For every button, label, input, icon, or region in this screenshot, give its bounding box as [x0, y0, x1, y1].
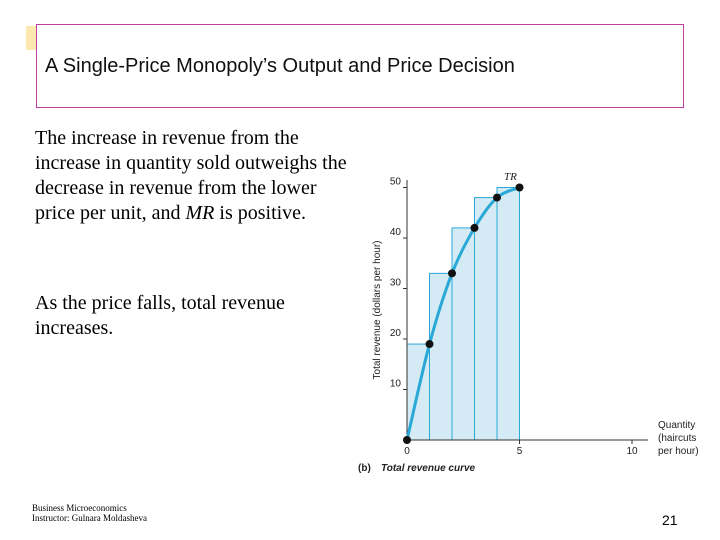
caption-tag: (b) [358, 463, 371, 474]
title-box: A Single-Price Monopoly’s Output and Pri… [36, 24, 684, 108]
revenue-box [474, 197, 498, 441]
revenue-box [429, 272, 453, 441]
x-ticks: 0 5 10 [404, 440, 638, 457]
footer: Business Microeconomics Instructor: Guln… [32, 503, 147, 523]
mr-term: MR [185, 202, 215, 224]
tr-point [493, 193, 501, 202]
x-tick-label: 10 [626, 446, 638, 457]
footer-instructor: Instructor: Gulnara Moldasheva [32, 513, 147, 523]
x-tick-label: 0 [404, 446, 410, 457]
slide-title: A Single-Price Monopoly’s Output and Pri… [45, 55, 515, 77]
tr-label: TR [504, 171, 517, 183]
y-axis-label: Total revenue (dollars per hour) [372, 241, 383, 380]
y-tick-label: 20 [390, 328, 402, 339]
x-axis-label-line3: per hour) [658, 446, 699, 457]
paragraph-price-falls: As the price falls, total revenue increa… [35, 292, 285, 339]
y-tick-label: 30 [390, 278, 402, 289]
revenue-box [496, 187, 520, 441]
paragraph-text: The increase in revenue from the increas… [35, 127, 347, 224]
tr-point [403, 436, 411, 444]
y-tick-label: 50 [390, 177, 402, 188]
caption: Total revenue curve [381, 463, 476, 474]
footer-course: Business Microeconomics [32, 503, 127, 513]
x-tick-label: 5 [517, 446, 523, 457]
tr-point [448, 269, 456, 278]
revenue-boxes [406, 187, 520, 441]
page-number: 21 [662, 512, 678, 528]
revenue-box [451, 227, 475, 441]
y-tick-label: 40 [390, 227, 402, 238]
y-ticks: 10 20 30 40 50 [390, 177, 407, 390]
paragraph-revenue-effect: The increase in revenue from the increas… [35, 126, 355, 226]
tr-points [403, 183, 524, 444]
tr-point [470, 223, 479, 232]
tr-point [425, 340, 434, 349]
tr-point [515, 183, 524, 192]
paragraph-tail: is positive. [214, 202, 307, 224]
y-tick-label: 10 [390, 379, 402, 390]
x-axis-label-line1: Quantity [658, 420, 695, 431]
x-axis-label-line2: (haircuts [658, 433, 696, 444]
